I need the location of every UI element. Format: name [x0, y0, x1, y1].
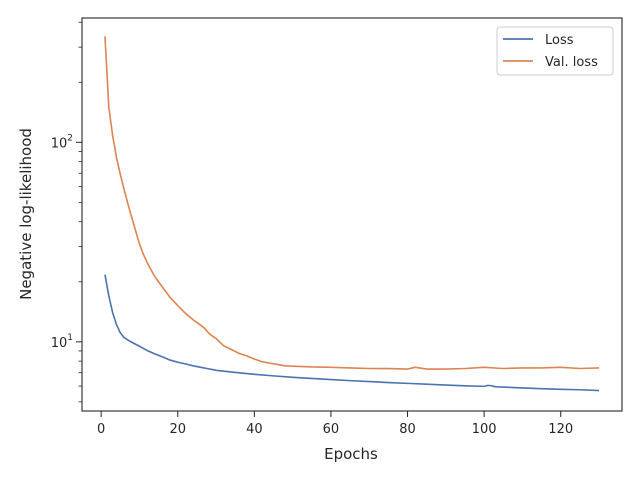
x-tick-label: 0: [97, 422, 105, 437]
series-line-val-loss: [104, 36, 600, 370]
legend: Loss Val. loss: [496, 26, 614, 76]
series-layer: [104, 36, 600, 392]
x-tick-label: 100: [472, 422, 497, 437]
axes-layer: 0 20 40 60 80 100 120 101 102: [51, 17, 623, 437]
x-tick-label: 120: [548, 422, 573, 437]
x-axis-label: Epochs: [324, 445, 378, 463]
plot-frame: [81, 17, 623, 412]
y-tick-label: 101: [51, 333, 73, 351]
x-tick-label: 60: [323, 422, 340, 437]
x-tick-label: 20: [169, 422, 186, 437]
plot-background: [82, 18, 622, 411]
legend-label: Loss: [545, 33, 574, 48]
y-axis-label: Negative log-likelihood: [17, 128, 35, 300]
y-tick-label: 102: [51, 133, 73, 151]
x-tick-label: 80: [399, 422, 416, 437]
x-tick-label: 40: [246, 422, 263, 437]
legend-label: Val. loss: [545, 55, 598, 70]
series-line-loss: [104, 274, 600, 392]
